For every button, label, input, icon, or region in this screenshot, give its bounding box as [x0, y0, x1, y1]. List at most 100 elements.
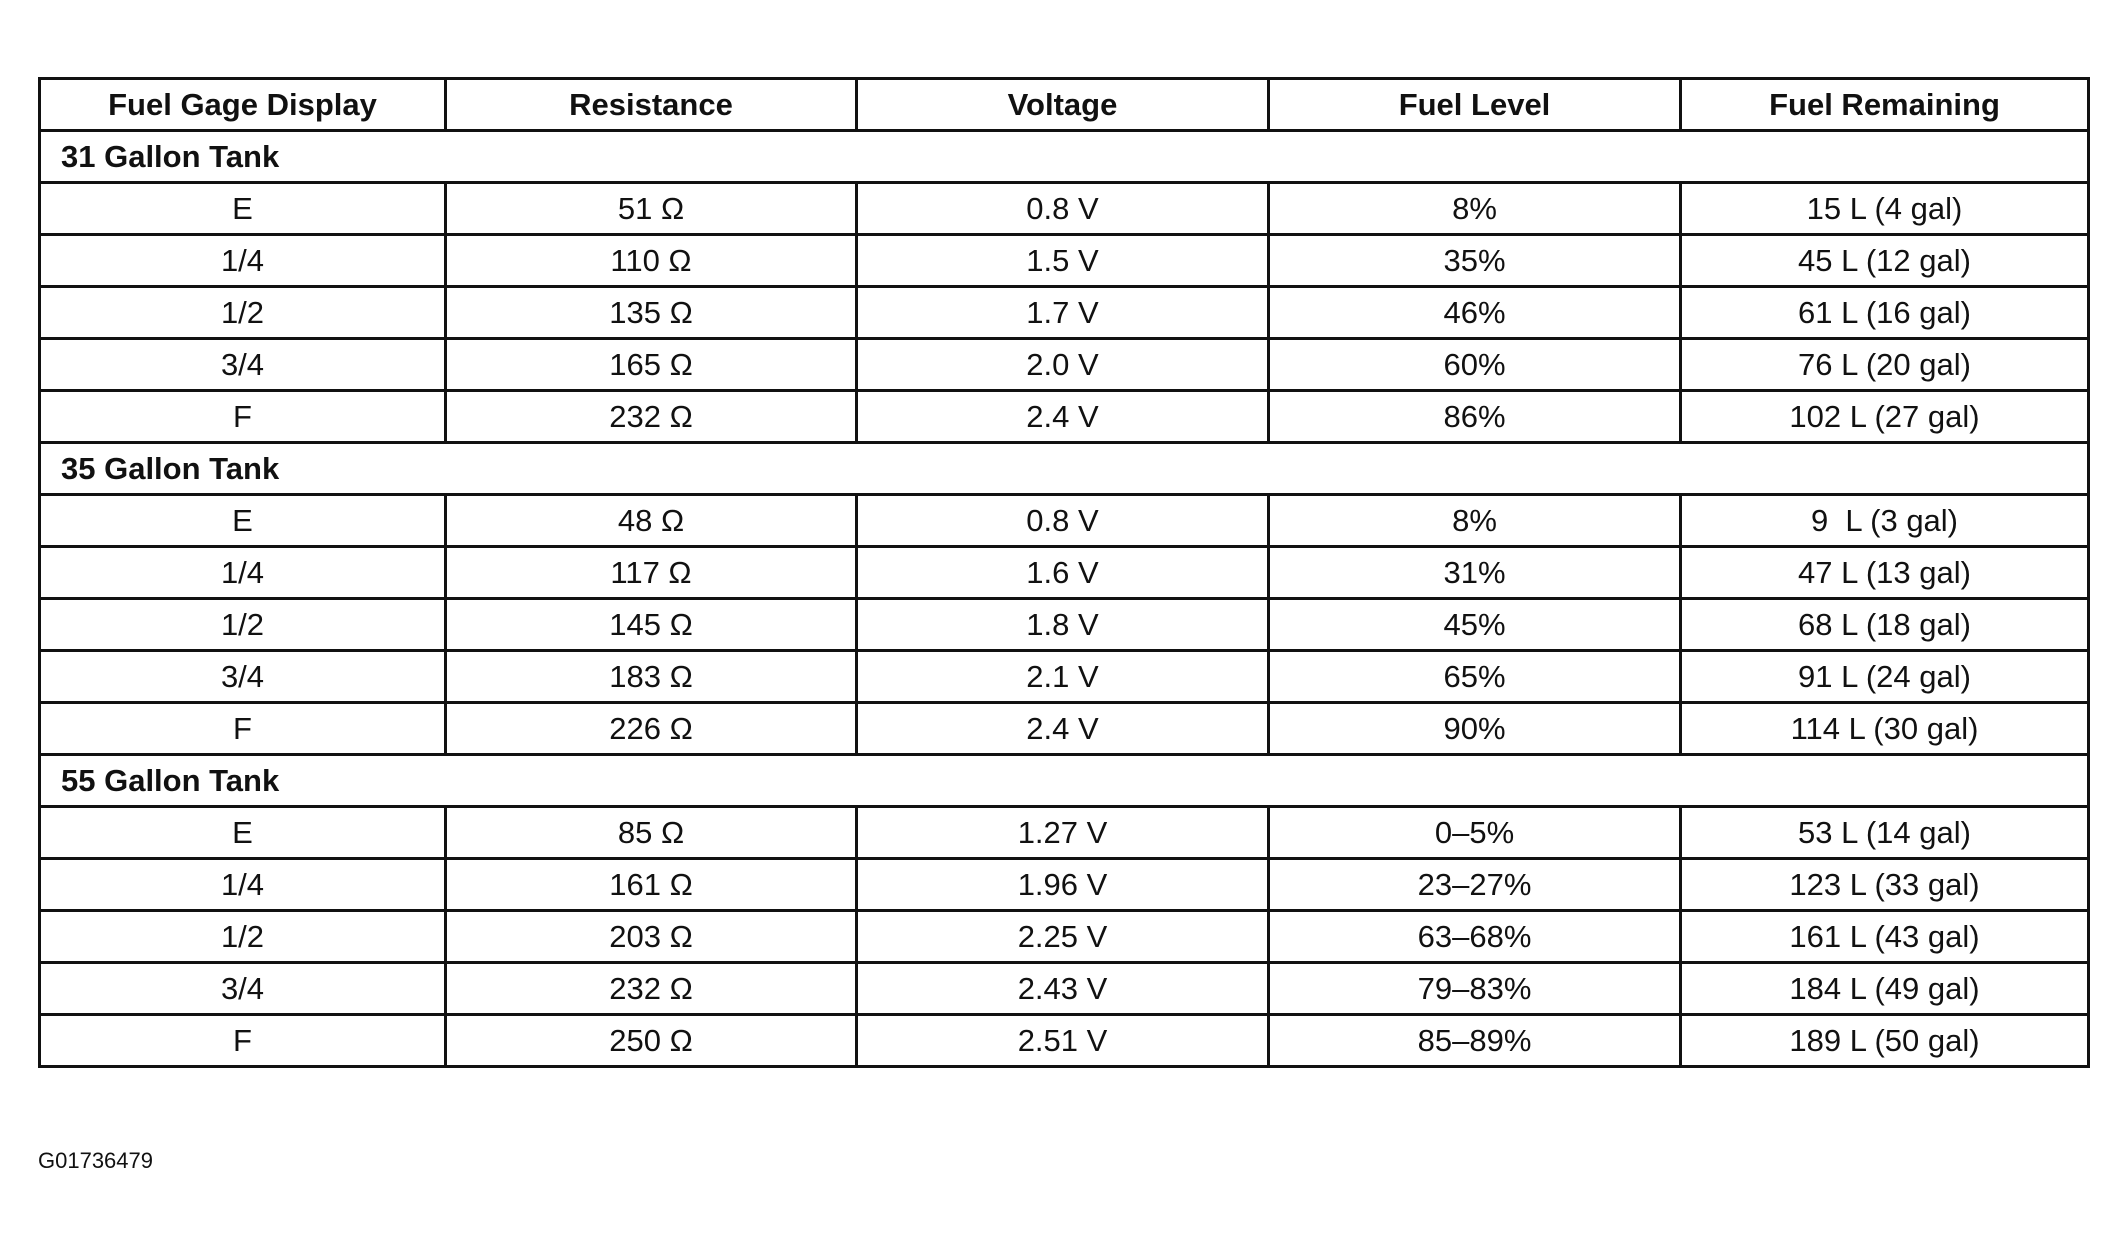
data-row: 1/2 135 Ω 1.7 V 46% 61 L (16 gal): [38, 285, 2090, 340]
cell: 161 Ω: [444, 857, 858, 912]
cell: 1/2: [38, 285, 447, 340]
section-title: 55 Gallon Tank: [38, 753, 2090, 808]
cell: 232 Ω: [444, 389, 858, 444]
cell: 45 L (12 gal): [1679, 233, 2090, 288]
cell: 135 Ω: [444, 285, 858, 340]
data-row: F 226 Ω 2.4 V 90% 114 L (30 gal): [38, 701, 2090, 756]
cell: 3/4: [38, 337, 447, 392]
cell: 110 Ω: [444, 233, 858, 288]
cell: 0.8 V: [855, 493, 1270, 548]
cell: 2.25 V: [855, 909, 1270, 964]
column-header: Fuel Remaining: [1679, 77, 2090, 132]
data-row: 1/4 161 Ω 1.96 V 23–27% 123 L (33 gal): [38, 857, 2090, 912]
cell: 123 L (33 gal): [1679, 857, 2090, 912]
cell: 1/4: [38, 233, 447, 288]
cell: 189 L (50 gal): [1679, 1013, 2090, 1068]
cell: 8%: [1267, 181, 1682, 236]
cell: 165 Ω: [444, 337, 858, 392]
cell: 117 Ω: [444, 545, 858, 600]
cell: 79–83%: [1267, 961, 1682, 1016]
column-header: Resistance: [444, 77, 858, 132]
cell: 1.8 V: [855, 597, 1270, 652]
cell: 3/4: [38, 649, 447, 704]
section-row: 31 Gallon Tank: [38, 129, 2090, 184]
cell: F: [38, 1013, 447, 1068]
cell: 1.27 V: [855, 805, 1270, 860]
cell: 2.43 V: [855, 961, 1270, 1016]
cell: 86%: [1267, 389, 1682, 444]
cell: F: [38, 701, 447, 756]
data-row: E 48 Ω 0.8 V 8% 9 L (3 gal): [38, 493, 2090, 548]
cell: 1/2: [38, 909, 447, 964]
cell: 35%: [1267, 233, 1682, 288]
section-row: 35 Gallon Tank: [38, 441, 2090, 496]
data-row: 1/2 145 Ω 1.8 V 45% 68 L (18 gal): [38, 597, 2090, 652]
cell: 1/4: [38, 857, 447, 912]
cell: 45%: [1267, 597, 1682, 652]
cell: 232 Ω: [444, 961, 858, 1016]
fuel-gage-table: Fuel Gage Display Resistance Voltage Fuel L…: [38, 77, 2090, 1068]
cell: 23–27%: [1267, 857, 1682, 912]
cell: 85 Ω: [444, 805, 858, 860]
cell: 3/4: [38, 961, 447, 1016]
section-row: 55 Gallon Tank: [38, 753, 2090, 808]
data-row: 3/4 165 Ω 2.0 V 60% 76 L (20 gal): [38, 337, 2090, 392]
cell: 46%: [1267, 285, 1682, 340]
cell: 102 L (27 gal): [1679, 389, 2090, 444]
cell: 91 L (24 gal): [1679, 649, 2090, 704]
data-row: 1/4 110 Ω 1.5 V 35% 45 L (12 gal): [38, 233, 2090, 288]
data-row: 1/2 203 Ω 2.25 V 63–68% 161 L (43 gal): [38, 909, 2090, 964]
cell: 90%: [1267, 701, 1682, 756]
cell: 226 Ω: [444, 701, 858, 756]
cell: 51 Ω: [444, 181, 858, 236]
cell: 76 L (20 gal): [1679, 337, 2090, 392]
cell: 0.8 V: [855, 181, 1270, 236]
cell: 31%: [1267, 545, 1682, 600]
column-header: Fuel Level: [1267, 77, 1682, 132]
cell: 1.7 V: [855, 285, 1270, 340]
cell: 0–5%: [1267, 805, 1682, 860]
cell: 1.6 V: [855, 545, 1270, 600]
cell: 2.4 V: [855, 389, 1270, 444]
cell: 184 L (49 gal): [1679, 961, 2090, 1016]
cell: 68 L (18 gal): [1679, 597, 2090, 652]
cell: 183 Ω: [444, 649, 858, 704]
column-header: Voltage: [855, 77, 1270, 132]
data-row: F 250 Ω 2.51 V 85–89% 189 L (50 gal): [38, 1013, 2090, 1068]
cell: 2.1 V: [855, 649, 1270, 704]
data-row: 3/4 183 Ω 2.1 V 65% 91 L (24 gal): [38, 649, 2090, 704]
cell: 60%: [1267, 337, 1682, 392]
cell: 15 L (4 gal): [1679, 181, 2090, 236]
cell: E: [38, 493, 447, 548]
header-row: Fuel Gage Display Resistance Voltage Fuel L…: [38, 77, 2090, 132]
cell: 48 Ω: [444, 493, 858, 548]
cell: 9 L (3 gal): [1679, 493, 2090, 548]
data-row: 1/4 117 Ω 1.6 V 31% 47 L (13 gal): [38, 545, 2090, 600]
cell: E: [38, 181, 447, 236]
cell: 161 L (43 gal): [1679, 909, 2090, 964]
cell: 250 Ω: [444, 1013, 858, 1068]
cell: 47 L (13 gal): [1679, 545, 2090, 600]
cell: F: [38, 389, 447, 444]
cell: E: [38, 805, 447, 860]
cell: 2.4 V: [855, 701, 1270, 756]
data-row: E 51 Ω 0.8 V 8% 15 L (4 gal): [38, 181, 2090, 236]
column-header: Fuel Gage Display: [38, 77, 447, 132]
cell: 114 L (30 gal): [1679, 701, 2090, 756]
cell: 2.0 V: [855, 337, 1270, 392]
cell: 1.96 V: [855, 857, 1270, 912]
figure-code: G01736479: [38, 1148, 153, 1173]
cell: 1.5 V: [855, 233, 1270, 288]
cell: 65%: [1267, 649, 1682, 704]
data-row: F 232 Ω 2.4 V 86% 102 L (27 gal): [38, 389, 2090, 444]
data-row: E 85 Ω 1.27 V 0–5% 53 L (14 gal): [38, 805, 2090, 860]
cell: 145 Ω: [444, 597, 858, 652]
section-title: 35 Gallon Tank: [38, 441, 2090, 496]
cell: 8%: [1267, 493, 1682, 548]
cell: 61 L (16 gal): [1679, 285, 2090, 340]
section-title: 31 Gallon Tank: [38, 129, 2090, 184]
cell: 203 Ω: [444, 909, 858, 964]
cell: 63–68%: [1267, 909, 1682, 964]
cell: 85–89%: [1267, 1013, 1682, 1068]
